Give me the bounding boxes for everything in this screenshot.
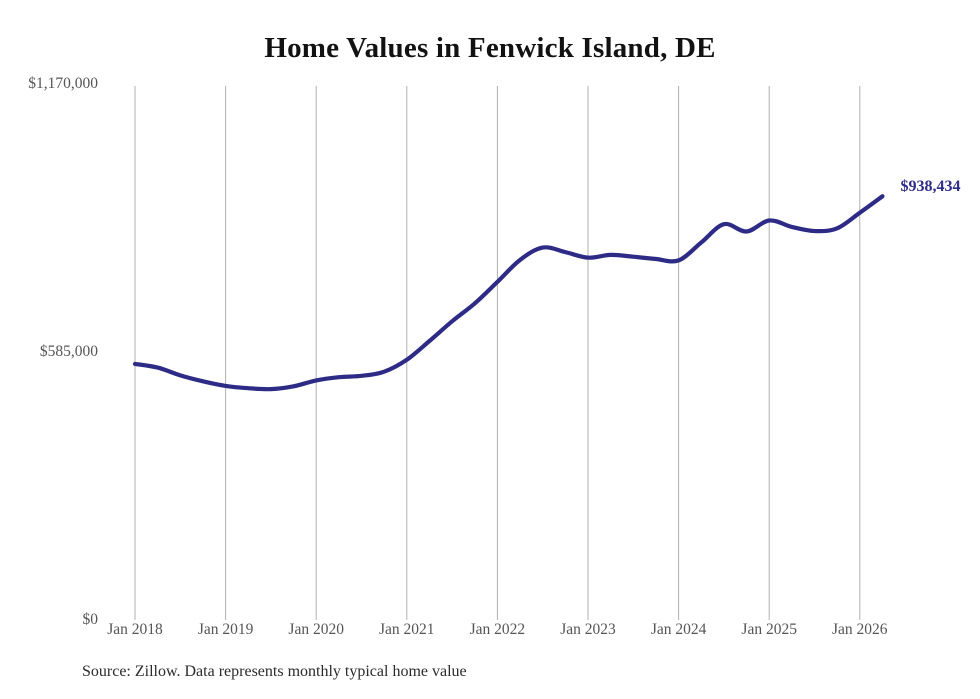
y-tick-mid: $585,000: [39, 343, 98, 360]
source-note: Source: Zillow. Data represents monthly …: [82, 663, 467, 680]
y-tick-bottom: $0: [82, 611, 99, 628]
x-tick-jan-2018: Jan 2018: [107, 621, 163, 638]
chart-title: Home Values in Fenwick Island, DE: [264, 32, 716, 64]
x-tick-jan-2026: Jan 2026: [832, 621, 888, 638]
gridlines-group: [134, 86, 861, 620]
home-value-line-series: [132, 194, 885, 392]
x-tick-jan-2019: Jan 2019: [197, 621, 254, 638]
end-value-label: $938,434: [900, 178, 961, 196]
x-tick-jan-2020: Jan 2020: [288, 621, 344, 638]
x-tick-jan-2021: Jan 2021: [379, 621, 435, 638]
y-tick-top: $1,170,000: [28, 75, 98, 92]
x-tick-jan-2022: Jan 2022: [469, 621, 526, 638]
x-tick-jan-2024: Jan 2024: [650, 621, 707, 638]
x-tick-jan-2023: Jan 2023: [560, 621, 616, 638]
x-tick-jan-2025: Jan 2025: [741, 621, 797, 638]
